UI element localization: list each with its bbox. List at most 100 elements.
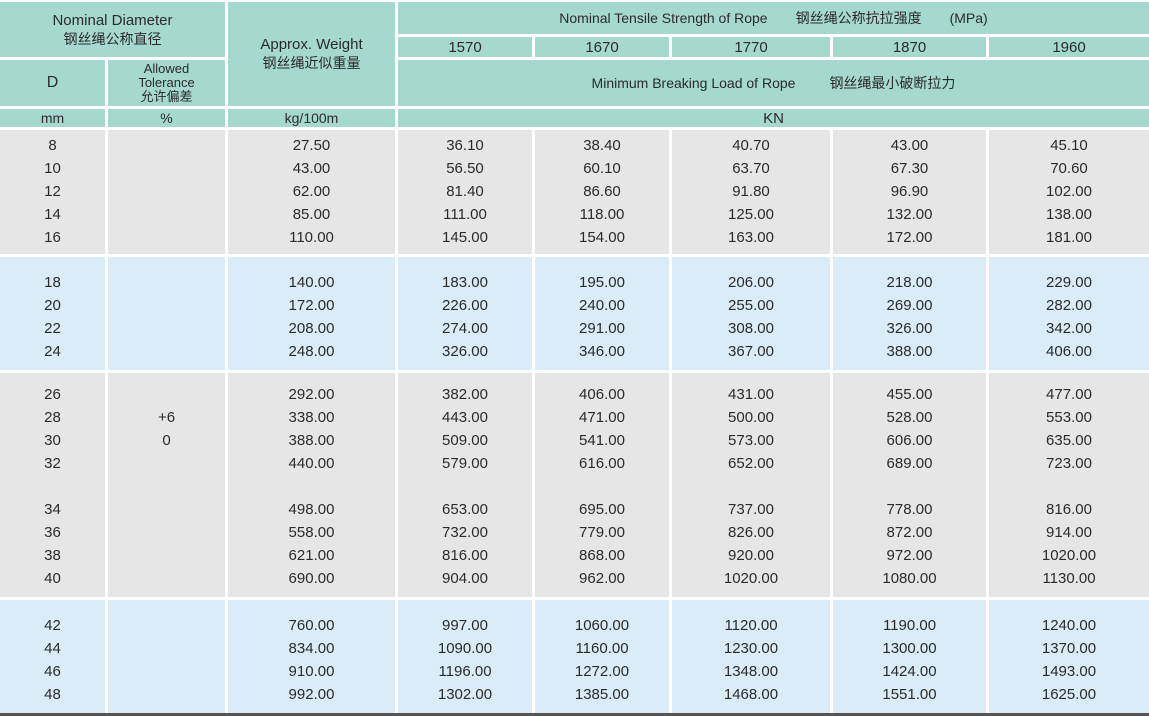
load-1570-value: 81.40 <box>446 183 484 200</box>
tolerance-value <box>108 340 225 363</box>
header-approx-weight-en: Approx. Weight <box>260 36 363 53</box>
weight-value: 292.00 <box>288 386 335 403</box>
weight-value: 140.00 <box>288 274 335 291</box>
column-weight: 140.00 172.00 208.00 248.00 <box>228 257 395 370</box>
column-diameter: 8 10 12 14 16 <box>0 130 105 254</box>
tolerance-value <box>108 544 225 567</box>
header-breaking-load-en: Minimum Breaking Load of Rope <box>591 75 796 91</box>
diameter-value: 32 <box>44 455 61 472</box>
load-1960-value: 282.00 <box>1046 297 1092 314</box>
load-1870-value: 1551.00 <box>882 686 937 703</box>
load-1870-value: 606.00 <box>886 432 933 449</box>
weight-value: 440.00 <box>288 455 335 472</box>
header-breaking-load-zh: 钢丝绳最小破断拉力 <box>829 75 956 91</box>
load-1770-value: 652.00 <box>728 455 774 472</box>
column-load-1770: 1120.00 1230.00 1348.00 1468.00 <box>672 600 830 713</box>
load-1960-value: 477.00 <box>1046 386 1092 403</box>
weight-value: 910.00 <box>288 663 335 680</box>
header-nominal-diameter-en: Nominal Diameter <box>52 11 173 29</box>
header-grade-1670: 1670 <box>535 37 669 57</box>
load-1870-value <box>833 475 986 498</box>
tolerance-value <box>108 383 225 406</box>
tolerance-value <box>108 271 225 294</box>
load-1960-value: 553.00 <box>1046 409 1092 426</box>
column-load-1670: 195.00 240.00 291.00 346.00 <box>535 257 669 370</box>
load-1870-value: 96.90 <box>890 183 929 200</box>
column-tolerance <box>108 130 225 254</box>
weight-value: 27.50 <box>292 137 331 154</box>
load-1960-value: 70.60 <box>1050 160 1088 177</box>
load-1570-value: 579.00 <box>442 455 488 472</box>
header-allowed-tolerance-line2: Tolerance <box>138 75 195 90</box>
load-1960-value: 1493.00 <box>1041 663 1097 680</box>
load-1670-value: 346.00 <box>579 343 625 360</box>
load-1870-value: 132.00 <box>886 206 933 223</box>
load-1770-value: 1230.00 <box>723 640 779 657</box>
load-1770-value: 255.00 <box>728 297 774 314</box>
tolerance-value <box>108 567 225 590</box>
load-1870-value: 455.00 <box>886 386 933 403</box>
column-load-1570: 183.00 226.00 274.00 326.00 <box>398 257 532 370</box>
load-1960-value: 1370.00 <box>1041 640 1097 657</box>
load-1770-value: 163.00 <box>728 229 774 246</box>
tolerance-value <box>108 452 225 475</box>
load-1770-value: 500.00 <box>728 409 774 426</box>
load-1670-value: 779.00 <box>579 524 625 541</box>
diameter-value: 12 <box>44 183 61 200</box>
load-1870-value: 67.30 <box>890 160 929 177</box>
load-1670-value: 471.00 <box>579 409 625 426</box>
load-1960-value: 406.00 <box>1046 343 1092 360</box>
load-1570-value: 997.00 <box>442 617 488 634</box>
table-body: 8 10 12 14 16 27.50 43.00 62.00 85.00 110.00 36.10… <box>0 130 1149 713</box>
load-1960-value: 1130.00 <box>1042 570 1096 587</box>
load-1960-value: 229.00 <box>1046 274 1092 291</box>
weight-value: 248.00 <box>288 343 335 360</box>
column-load-1670: 38.40 60.10 86.60 118.00 154.00 <box>535 130 669 254</box>
diameter-value: 42 <box>44 617 61 634</box>
load-1770-value: 63.70 <box>732 160 770 177</box>
tolerance-value: +6 <box>157 409 176 426</box>
column-load-1770: 206.00 255.00 308.00 367.00 <box>672 257 830 370</box>
diameter-value: 44 <box>44 640 61 657</box>
load-1570-value: 274.00 <box>442 320 488 337</box>
tolerance-value <box>108 660 225 683</box>
diameter-value: 48 <box>44 686 61 703</box>
load-1960-value: 1240.00 <box>1041 617 1097 634</box>
diameter-value: 14 <box>44 206 61 223</box>
tolerance-value <box>108 683 225 706</box>
load-1870-value: 172.00 <box>886 229 933 246</box>
load-1960-value: 342.00 <box>1046 320 1092 337</box>
load-1570-value: 145.00 <box>442 229 488 246</box>
load-1670-value: 1060.00 <box>574 617 630 634</box>
load-1770-value: 206.00 <box>728 274 774 291</box>
tolerance-value <box>108 203 225 226</box>
weight-value: 992.00 <box>288 686 335 703</box>
load-1570-value: 326.00 <box>442 343 488 360</box>
load-1570-value: 732.00 <box>442 524 488 541</box>
header-tensile-strength-en: Nominal Tensile Strength of Rope <box>559 10 768 26</box>
weight-value: 388.00 <box>288 432 335 449</box>
row-group: 26 28 30 32 34 36 38 40 +6 0 292.00 338.00 388.00 440… <box>0 373 1149 597</box>
weight-value: 760.00 <box>288 617 335 634</box>
diameter-value: 38 <box>44 547 61 564</box>
header-d: D <box>0 60 105 106</box>
load-1770-value: 737.00 <box>728 501 774 518</box>
row-group: 42 44 46 48 760.00 834.00 910.00 992.00 997.00 10… <box>0 600 1149 713</box>
load-1960-value: 914.00 <box>1046 524 1092 541</box>
load-1670-value: 118.00 <box>579 206 625 223</box>
column-load-1570: 36.10 56.50 81.40 111.00 145.00 <box>398 130 532 254</box>
load-1960-value <box>989 475 1149 498</box>
row-group: 8 10 12 14 16 27.50 43.00 62.00 85.00 110.00 36.10… <box>0 130 1149 254</box>
unit-kg-per-100m: kg/100m <box>228 109 395 127</box>
load-1770-value: 1120.00 <box>724 617 778 634</box>
header-approx-weight-zh: 钢丝绳近似重量 <box>262 55 361 71</box>
header-grade-1960: 1960 <box>989 37 1149 57</box>
weight-value: 498.00 <box>288 501 335 518</box>
load-1570-value: 509.00 <box>442 432 488 449</box>
load-1870-value: 972.00 <box>886 547 933 564</box>
diameter-value: 30 <box>44 432 61 449</box>
column-load-1870: 218.00 269.00 326.00 388.00 <box>833 257 986 370</box>
load-1870-value: 778.00 <box>886 501 933 518</box>
weight-value: 208.00 <box>288 320 335 337</box>
diameter-value: 34 <box>44 501 61 518</box>
